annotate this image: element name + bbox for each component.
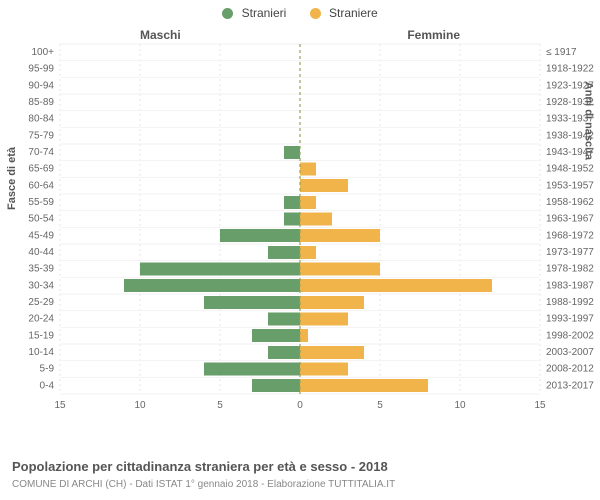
legend-label-male: Stranieri (242, 6, 287, 20)
y-tick-birth: 2013-2017 (546, 380, 594, 391)
y-tick-age: 40-44 (28, 247, 54, 258)
y-tick-birth: 1988-1992 (546, 297, 594, 308)
legend-item-female: Straniere (310, 6, 378, 20)
bar-female (300, 329, 308, 342)
y-tick-birth: 1973-1977 (546, 247, 594, 258)
legend-swatch-male (222, 8, 233, 19)
bar-male (268, 313, 300, 326)
y-tick-birth: 1958-1962 (546, 197, 594, 208)
y-tick-birth: 1918-1922 (546, 64, 594, 75)
y-tick-age: 30-34 (28, 280, 54, 291)
bar-female (300, 363, 348, 376)
bar-male (252, 329, 300, 342)
x-tick: 5 (217, 400, 223, 411)
y-tick-age: 35-39 (28, 264, 54, 275)
y-tick-birth: 1963-1967 (546, 214, 594, 225)
bar-male (284, 213, 300, 226)
y-tick-age: 70-74 (28, 147, 54, 158)
x-tick: 15 (534, 400, 546, 411)
legend-swatch-female (310, 8, 321, 19)
y-tick-birth: 1953-1957 (546, 180, 594, 191)
y-tick-birth: 1933-1937 (546, 114, 594, 125)
y-tick-age: 60-64 (28, 180, 54, 191)
chart-subtitle: COMUNE DI ARCHI (CH) - Dati ISTAT 1° gen… (12, 479, 395, 490)
y-tick-age: 50-54 (28, 214, 54, 225)
pyramid-chart: 100+≤ 191795-991918-192290-941923-192785… (60, 44, 540, 424)
legend-item-male: Stranieri (222, 6, 286, 20)
y-tick-birth: 1968-1972 (546, 230, 594, 241)
bar-female (300, 163, 316, 176)
y-axis-title-left: Fasce di età (6, 147, 18, 210)
y-tick-age: 80-84 (28, 114, 54, 125)
legend: Stranieri Straniere (0, 6, 600, 20)
y-tick-birth: 1983-1987 (546, 280, 594, 291)
bar-male (284, 196, 300, 209)
y-tick-age: 95-99 (28, 64, 54, 75)
y-tick-birth: ≤ 1917 (546, 47, 577, 58)
y-tick-birth: 2008-2012 (546, 364, 594, 375)
bar-female (300, 213, 332, 226)
y-tick-birth: 1948-1952 (546, 164, 594, 175)
bar-female (300, 279, 492, 292)
bar-female (300, 246, 316, 259)
bar-female (300, 379, 428, 392)
bar-female (300, 346, 364, 359)
column-header-female: Femmine (407, 28, 460, 42)
y-tick-birth: 1978-1982 (546, 264, 594, 275)
bar-female (300, 179, 348, 192)
x-tick: 0 (297, 400, 303, 411)
x-tick: 10 (454, 400, 466, 411)
bar-female (300, 229, 380, 242)
bar-male (204, 363, 300, 376)
bar-male (268, 346, 300, 359)
y-tick-birth: 2003-2007 (546, 347, 594, 358)
bar-male (252, 379, 300, 392)
y-tick-age: 25-29 (28, 297, 54, 308)
y-tick-birth: 1928-1932 (546, 97, 594, 108)
legend-label-female: Straniere (329, 6, 378, 20)
chart-svg: 100+≤ 191795-991918-192290-941923-192785… (60, 44, 540, 404)
bar-male (268, 246, 300, 259)
y-tick-age: 90-94 (28, 80, 54, 91)
y-tick-age: 20-24 (28, 314, 54, 325)
y-tick-age: 5-9 (40, 364, 55, 375)
y-tick-birth: 1943-1947 (546, 147, 594, 158)
y-tick-age: 55-59 (28, 197, 54, 208)
bar-female (300, 296, 364, 309)
y-tick-birth: 1993-1997 (546, 314, 594, 325)
chart-container: Stranieri Straniere Maschi Femmine Fasce… (0, 0, 600, 500)
y-tick-birth: 1923-1927 (546, 80, 594, 91)
bar-male (204, 296, 300, 309)
y-tick-age: 85-89 (28, 97, 54, 108)
x-tick: 5 (377, 400, 383, 411)
y-tick-age: 45-49 (28, 230, 54, 241)
y-tick-age: 10-14 (28, 347, 54, 358)
bar-male (284, 146, 300, 159)
bar-male (220, 229, 300, 242)
bar-female (300, 313, 348, 326)
column-header-male: Maschi (140, 28, 181, 42)
bar-female (300, 263, 380, 276)
bar-male (140, 263, 300, 276)
y-tick-age: 0-4 (40, 380, 55, 391)
bar-male (124, 279, 300, 292)
x-tick: 10 (134, 400, 146, 411)
bar-female (300, 196, 316, 209)
y-tick-birth: 1998-2002 (546, 330, 594, 341)
x-tick: 15 (54, 400, 66, 411)
y-tick-age: 100+ (31, 47, 54, 58)
y-tick-age: 15-19 (28, 330, 54, 341)
chart-title: Popolazione per cittadinanza straniera p… (12, 459, 388, 474)
y-tick-birth: 1938-1942 (546, 130, 594, 141)
y-tick-age: 75-79 (28, 130, 54, 141)
y-tick-age: 65-69 (28, 164, 54, 175)
